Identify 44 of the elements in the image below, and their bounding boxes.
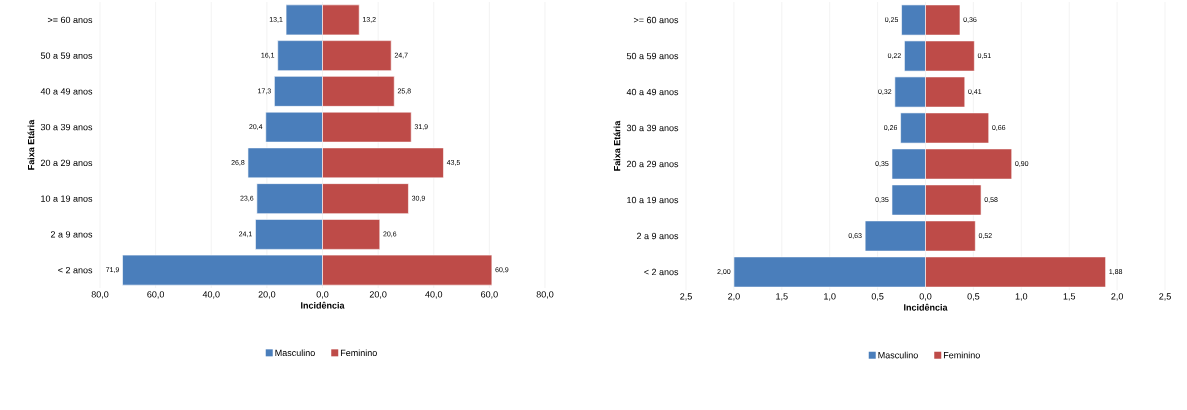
y-tick-label: 2 a 9 anos	[636, 232, 679, 240]
y-tick-label: 40 a 49 anos	[40, 88, 93, 95]
x-tick-label: 20,0	[369, 291, 387, 299]
y-tick-label: 30 a 39 anos	[626, 124, 679, 132]
x-tick-label: 60,0	[147, 291, 165, 299]
x-tick-label: 1,0	[824, 293, 836, 301]
x-tick-label: 60,0	[481, 291, 498, 299]
legend-label: Masculino	[878, 351, 918, 359]
y-tick-label: < 2 anos	[644, 268, 679, 276]
legend-label: Feminino	[340, 349, 377, 357]
y-tick-label: 20 a 29 anos	[626, 160, 679, 168]
y-tick-label: 50 a 59 anos	[40, 52, 93, 59]
x-tick-label: 2,5	[1159, 293, 1171, 301]
x-tick-label: 80,0	[536, 291, 554, 299]
x-tick-label: 0,5	[967, 293, 980, 301]
x-tick-label: 80,0	[91, 291, 109, 299]
x-axis-title: Incidência	[904, 303, 948, 311]
x-tick-label: 1,0	[1015, 293, 1028, 301]
x-tick-label: 20,0	[258, 291, 276, 299]
y-tick-label: >= 60 anos	[633, 16, 679, 24]
y-tick-label: < 2 anos	[58, 266, 93, 274]
legend-label: Feminino	[943, 351, 980, 359]
y-axis-title: Faixa Etária	[27, 119, 35, 170]
x-tick-label: 2,5	[680, 293, 692, 301]
y-tick-label: 30 a 39 anos	[40, 123, 93, 131]
y-tick-label: 10 a 19 anos	[627, 196, 679, 204]
x-tick-label: 2,0	[1111, 293, 1124, 301]
y-tick-label: 2 a 9 anos	[50, 231, 93, 238]
legend-label: Masculino	[275, 349, 315, 357]
y-axis-title: Faixa Etária	[613, 120, 621, 171]
x-axis-title: Incidência	[301, 301, 345, 309]
x-tick-label: 0,5	[871, 293, 884, 301]
y-tick-label: 20 a 29 anos	[40, 159, 93, 167]
x-tick-label: 40,0	[425, 291, 443, 299]
x-tick-label: 2,0	[728, 293, 740, 301]
x-tick-label: 0,0	[316, 291, 329, 299]
y-tick-label: >= 60 anos	[47, 16, 93, 24]
y-tick-label: 50 a 59 anos	[626, 52, 679, 60]
y-tick-label: 10 a 19 anos	[41, 195, 93, 202]
x-tick-label: 0,0	[919, 293, 932, 301]
y-tick-label: 40 a 49 anos	[626, 88, 679, 96]
x-tick-label: 40,0	[202, 291, 220, 299]
x-tick-label: 1,5	[1063, 293, 1076, 301]
x-tick-label: 1,5	[776, 293, 788, 301]
